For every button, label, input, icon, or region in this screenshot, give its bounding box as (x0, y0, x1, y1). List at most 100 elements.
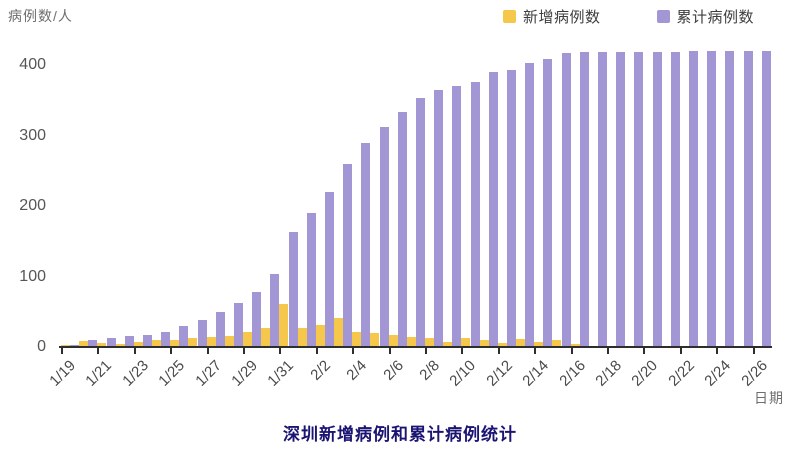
bar-cumulative-cases (597, 52, 607, 346)
x-tick-label: 1/21 (82, 357, 116, 390)
x-axis-tick (133, 348, 136, 354)
bar-cumulative-cases (725, 51, 735, 346)
bar-cumulative-cases (579, 52, 589, 346)
bar-cumulative-cases (270, 274, 280, 346)
x-axis-tick (352, 348, 355, 354)
bar-new-cases (115, 343, 125, 346)
bar-new-cases (552, 339, 562, 346)
bar-cumulative-cases (434, 90, 444, 346)
x-tick-label: 2/20 (628, 357, 662, 390)
bar-new-cases (497, 343, 507, 346)
x-axis-tick (607, 348, 609, 354)
x-axis-tick (170, 348, 173, 354)
y-axis-unit-label: 病例数/人 (8, 8, 73, 24)
x-axis-tick (716, 348, 719, 354)
bar-new-cases (224, 336, 234, 346)
x-tick-label: 1/29 (228, 357, 262, 390)
x-axis-tick (752, 348, 755, 354)
bar-cumulative-cases (70, 345, 80, 346)
x-tick-label: 1/31 (264, 357, 298, 390)
bar-cumulative-cases (179, 326, 189, 346)
x-axis-tick (570, 348, 573, 354)
x-axis-tick (279, 348, 282, 354)
x-tick-label: 1/27 (191, 357, 225, 390)
legend-label-new-cases: 新增病例数 (523, 9, 601, 26)
bar-new-cases (516, 338, 526, 346)
cumulative-cases-swatch-icon (656, 10, 670, 23)
bar-new-cases (297, 327, 307, 346)
x-tick-label: 2/4 (343, 357, 371, 384)
bar-cumulative-cases (634, 52, 644, 346)
bar-cumulative-cases (161, 331, 171, 346)
x-tick-label: 2/6 (379, 357, 407, 384)
bar-cumulative-cases (306, 213, 316, 346)
x-axis-title: 日期 (754, 390, 784, 406)
bar-cumulative-cases (379, 127, 389, 346)
x-axis-line (59, 346, 772, 348)
x-axis-tick (679, 348, 682, 354)
bar-cumulative-cases (652, 52, 662, 346)
x-tick-label: 2/26 (737, 357, 771, 390)
y-tick-label: 300 (19, 126, 46, 144)
x-axis-tick (534, 348, 537, 354)
bar-cumulative-cases (88, 340, 98, 346)
bar-cumulative-cases (197, 319, 207, 346)
x-tick-label: 2/2 (307, 357, 334, 384)
bar-cumulative-cases (124, 336, 134, 346)
bar-new-cases (534, 342, 544, 346)
x-axis-tick (243, 348, 245, 354)
bar-new-cases (334, 317, 344, 346)
legend-label-cumulative-cases: 累计病例数 (676, 9, 755, 26)
y-tick-label: 400 (19, 56, 46, 73)
x-axis-tick (97, 348, 100, 354)
bar-cumulative-cases (543, 59, 553, 346)
x-tick-label: 1/23 (119, 357, 152, 390)
bar-cumulative-cases (561, 53, 571, 346)
bar-cumulative-cases (761, 51, 771, 346)
bar-new-cases (443, 342, 453, 346)
x-tick-label: 2/14 (519, 357, 553, 390)
bar-cumulative-cases (361, 142, 371, 346)
bar-cumulative-cases (324, 192, 334, 346)
y-tick-label: 100 (19, 267, 46, 285)
x-tick-label: 1/19 (46, 357, 80, 390)
bar-cumulative-cases (106, 337, 116, 346)
bar-new-cases (61, 345, 71, 346)
x-axis-tick (497, 348, 500, 354)
bar-cumulative-cases (470, 81, 480, 346)
y-tick-label: 200 (19, 197, 46, 214)
bar-cumulative-cases (397, 111, 407, 346)
x-tick-label: 2/16 (555, 357, 589, 390)
bar-new-cases (570, 343, 580, 346)
bar-new-cases (206, 336, 216, 346)
x-axis-tick (425, 348, 427, 354)
x-tick-label: 2/24 (701, 357, 735, 390)
bar-cumulative-cases (707, 51, 717, 346)
bar-new-cases (479, 340, 489, 346)
bar-cumulative-cases (142, 335, 152, 346)
x-axis-tick (206, 348, 209, 354)
y-tick-label: 0 (37, 338, 46, 355)
bar-cumulative-cases (688, 51, 698, 346)
bar-new-cases (79, 341, 89, 346)
bar-cumulative-cases (525, 63, 535, 346)
x-tick-label: 1/25 (155, 357, 189, 390)
bar-cumulative-cases (743, 51, 753, 346)
new-cases-swatch-icon (503, 10, 516, 23)
x-axis-tick (461, 348, 464, 354)
bar-new-cases (170, 339, 180, 346)
legend-item-new-cases: 新增病例数 (503, 6, 601, 27)
bar-new-cases (261, 328, 271, 346)
legend-item-cumulative-cases: 累计病例数 (656, 6, 755, 27)
bar-new-cases (370, 333, 380, 346)
bar-cumulative-cases (343, 164, 353, 346)
bar-new-cases (279, 303, 289, 346)
chart-legend: 新增病例数 累计病例数 (503, 6, 754, 27)
bar-cumulative-cases (233, 302, 243, 346)
x-axis-tick (315, 348, 318, 354)
bar-new-cases (406, 336, 416, 346)
bar-new-cases (152, 340, 162, 346)
bar-cumulative-cases (488, 72, 498, 346)
bar-cumulative-cases (215, 312, 225, 346)
